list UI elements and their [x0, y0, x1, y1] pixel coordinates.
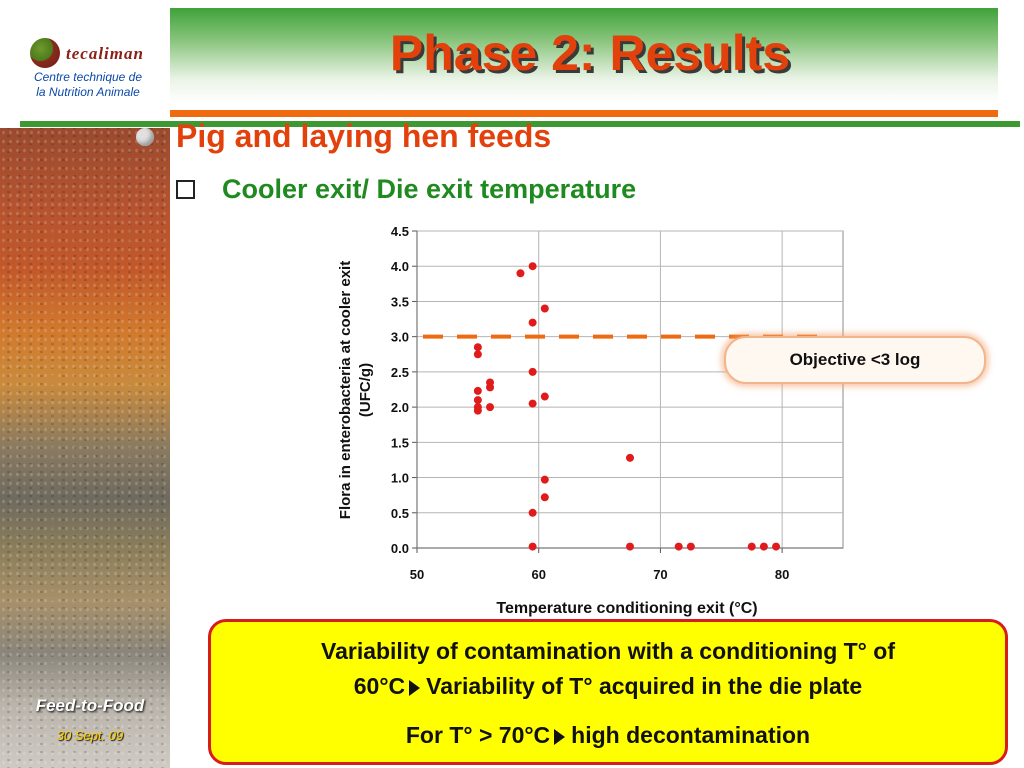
data-point [528, 318, 537, 327]
data-point [747, 542, 756, 551]
bullet-icon [136, 128, 154, 146]
objective-text: Objective <3 log [789, 350, 921, 369]
data-point [528, 262, 537, 271]
header-band [170, 8, 998, 102]
footer-date: 30 Sept. 09 [56, 728, 124, 743]
green-rule [20, 121, 1020, 127]
data-point [540, 475, 549, 484]
y-tick-label: 3.0 [391, 330, 409, 345]
conclusion-line3-end: high decontamination [571, 722, 811, 748]
data-point [473, 350, 482, 359]
data-point [528, 367, 537, 376]
data-point [528, 542, 537, 551]
conclusion-line1: Variability of contamination with a cond… [321, 638, 895, 664]
x-tick-label: 70 [653, 567, 667, 582]
data-point [516, 269, 525, 278]
conclusion-line2-end: Variability of T° acquired in the die pl… [426, 673, 863, 699]
conclusion-line2: 60°C Variability of T° acquired in the di… [211, 669, 1005, 703]
logo-subtitle-line1: Centre technique de [33, 70, 143, 84]
data-point [486, 383, 495, 392]
logo-area: tecaliman Centre technique de la Nutriti… [0, 0, 170, 104]
arrow-right-icon [554, 728, 566, 745]
data-point [759, 542, 768, 551]
texture-sidebar [0, 128, 170, 768]
y-tick-label: 4.5 [391, 224, 409, 239]
checkbox-bullet-icon [176, 180, 195, 199]
objective-callout: Objective <3 log [724, 336, 986, 384]
conclusion-line2-start: 60°C [353, 673, 406, 699]
data-point [540, 304, 549, 313]
page-title: Phase 2: Results [389, 25, 791, 81]
y-tick-label: 1.5 [391, 435, 409, 450]
data-point [674, 542, 683, 551]
y-axis-label-line1: Flora in enterobacteria at cooler exit [337, 261, 354, 519]
y-tick-label: 3.5 [391, 294, 409, 309]
sub-heading: Cooler exit/ Die exit temperature [222, 174, 637, 204]
data-point [772, 542, 781, 551]
conclusion-box: Variability of contamination with a cond… [208, 619, 1008, 765]
section-heading: Pig and laying hen feeds [176, 118, 552, 154]
arrow-right-icon [409, 679, 421, 696]
data-point [473, 343, 482, 352]
y-tick-label: 4.0 [391, 259, 409, 274]
data-point [626, 542, 634, 551]
data-point [528, 508, 537, 517]
scatter-chart: 0.0 0.5 1.0 1.5 2.0 2.5 3.0 3.5 4.0 4.5 50 60 70 80 T… [337, 224, 844, 617]
conclusion-line3: For T° > 70°C high decontamination [211, 718, 1005, 752]
data-point [473, 386, 482, 395]
y-axis-label-line2: (UFC/g) [357, 363, 374, 417]
y-tick-label: 2.5 [391, 365, 409, 380]
data-point [540, 493, 549, 502]
y-tick-label: 2.0 [391, 400, 409, 415]
y-tick-label: 0.0 [391, 541, 409, 556]
x-tick-label: 80 [775, 567, 789, 582]
logo-wordmark: tecaliman [66, 44, 144, 63]
y-tick-label: 1.0 [391, 471, 409, 486]
chart-points [423, 262, 820, 551]
data-point [486, 403, 495, 412]
data-point [473, 406, 482, 415]
data-point [686, 542, 695, 551]
data-point [626, 453, 634, 462]
data-point [528, 399, 537, 408]
logo-subtitle-line2: la Nutrition Animale [36, 85, 140, 99]
conclusion-line3-start: For T° > 70°C [405, 722, 551, 748]
x-tick-label: 50 [410, 567, 424, 582]
data-point [540, 392, 549, 401]
x-axis-label: Temperature conditioning exit (°C) [496, 600, 757, 617]
logo-cube-icon [30, 38, 60, 68]
orange-rule [170, 110, 998, 117]
footer-title: Feed-to-Food [35, 696, 145, 715]
x-tick-label: 60 [531, 567, 545, 582]
data-point [473, 396, 482, 405]
y-tick-label: 0.5 [391, 506, 409, 521]
